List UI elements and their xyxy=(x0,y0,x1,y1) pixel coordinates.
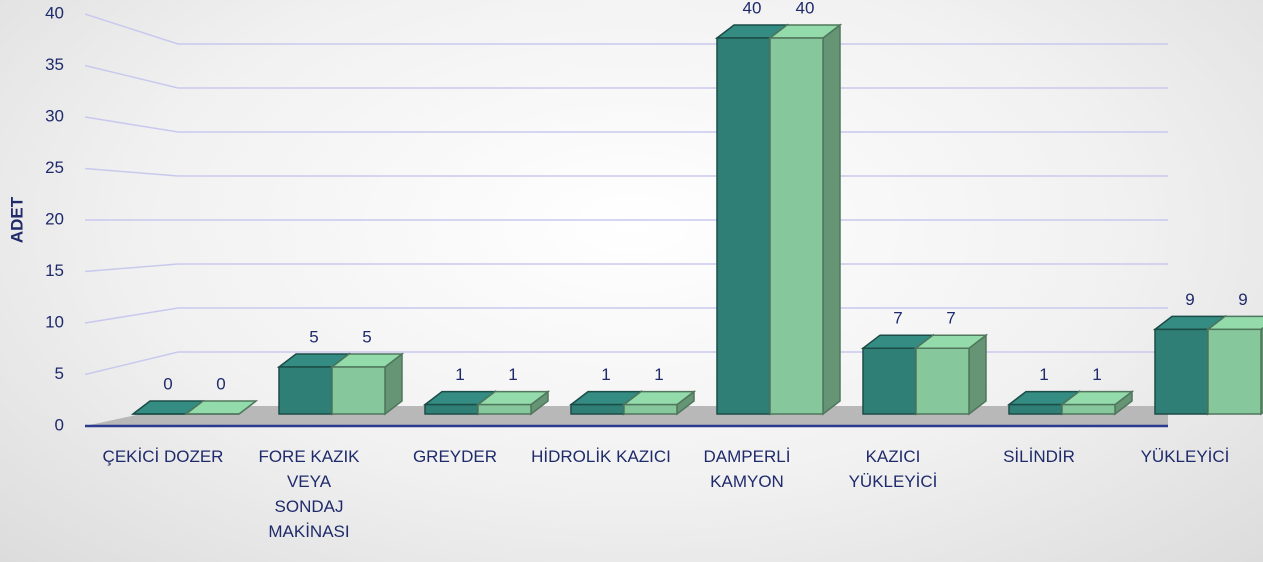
value-label: 1 xyxy=(455,365,464,384)
y-tick-label: 15 xyxy=(45,261,64,280)
value-label: 9 xyxy=(1185,290,1194,309)
grid-line xyxy=(84,351,1168,376)
value-label: 1 xyxy=(1092,365,1101,384)
value-label: 1 xyxy=(508,365,517,384)
bar-face xyxy=(1207,328,1262,415)
y-tick-label: 0 xyxy=(55,415,64,434)
value-label: 5 xyxy=(309,327,318,346)
x-tick-label: HİDROLİK KAZICI xyxy=(531,447,671,466)
bar-face xyxy=(769,37,824,415)
y-axis-label: ADET xyxy=(7,196,26,243)
value-label: 0 xyxy=(163,374,172,393)
y-tick-label: 20 xyxy=(45,209,64,228)
grid-line xyxy=(84,13,1168,45)
value-label: 0 xyxy=(216,374,225,393)
bar xyxy=(767,23,843,416)
value-label: 9 xyxy=(1238,290,1247,309)
y-tick-label: 40 xyxy=(45,3,64,22)
bar xyxy=(913,333,989,416)
bar-face xyxy=(862,347,917,415)
value-label: 1 xyxy=(654,365,663,384)
grid-line xyxy=(84,64,1168,89)
bar-face xyxy=(1008,403,1063,415)
bar-face xyxy=(1154,328,1209,415)
bar xyxy=(329,352,405,416)
x-tick-label: FORE KAZIK VEYA SONDAJ MAKİNASI xyxy=(258,447,360,541)
bar-face xyxy=(477,403,532,415)
bar-face xyxy=(424,403,479,415)
value-label: 40 xyxy=(796,0,815,17)
bar xyxy=(1205,315,1263,416)
y-tick-label: 10 xyxy=(45,312,64,331)
grid-line xyxy=(84,307,1168,324)
x-tick-label: GREYDER xyxy=(412,447,498,466)
bar-face xyxy=(915,347,970,415)
y-tick-label: 5 xyxy=(55,364,64,383)
bar-face xyxy=(623,403,678,415)
y-tick-label: 35 xyxy=(45,55,64,74)
bar xyxy=(475,390,551,416)
bar-face xyxy=(331,366,386,415)
value-label: 1 xyxy=(1039,365,1048,384)
x-tick-label: YÜKLEYİCİ xyxy=(1140,447,1230,466)
bar-face xyxy=(822,23,841,416)
value-label: 7 xyxy=(946,309,955,328)
x-tick-label: SİLİNDİR xyxy=(1003,447,1075,466)
bar-face xyxy=(716,37,771,415)
y-tick-label: 25 xyxy=(45,158,64,177)
grid-line xyxy=(84,116,1168,133)
x-tick-label: DAMPERLİ KAMYON xyxy=(703,447,791,491)
grid-line xyxy=(84,263,1168,273)
x-tick-label: KAZICI YÜKLEYİCİ xyxy=(848,447,938,491)
value-label: 40 xyxy=(743,0,762,17)
grid-line xyxy=(84,167,1168,177)
value-label: 5 xyxy=(362,327,371,346)
value-label: 1 xyxy=(601,365,610,384)
bar xyxy=(1059,390,1135,416)
bar xyxy=(621,390,697,416)
value-label: 7 xyxy=(893,309,902,328)
bar-face xyxy=(570,403,625,415)
bar-face xyxy=(1061,403,1116,415)
bar-face xyxy=(278,366,333,415)
bar xyxy=(183,400,259,415)
x-tick-label: ÇEKİCİ DOZER xyxy=(102,447,224,466)
y-tick-label: 30 xyxy=(45,106,64,125)
